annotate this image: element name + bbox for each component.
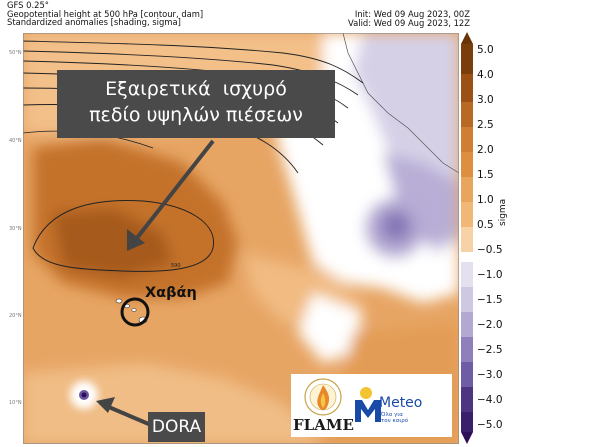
lat-label-10: 10°N xyxy=(9,400,22,406)
cbar-tick-1-5: 1.5 xyxy=(477,169,494,181)
flame-emblem-icon xyxy=(304,378,342,416)
lat-label-30: 30°N xyxy=(9,226,22,232)
cbar-tick-2-5: 2.5 xyxy=(477,119,494,131)
meteo-tagline-1: Όλα για xyxy=(381,412,403,418)
lat-label-50: 50°N xyxy=(9,50,22,56)
cbar-tick-2: 2.0 xyxy=(477,144,494,156)
header-model: GFS 0.25° xyxy=(7,0,49,10)
main-callout: Εξαιρετικά ισχυρό πεδίο υψηλών πιέσεων xyxy=(57,70,335,138)
main-arrow xyxy=(131,139,215,245)
colorbar xyxy=(461,32,473,444)
meteo-tagline: Όλα για τον καιρό xyxy=(381,412,408,424)
main-arrowhead xyxy=(127,229,145,251)
cbar-tick-3: 3.0 xyxy=(477,94,494,106)
colorbar-label: sigma xyxy=(498,198,508,226)
lat-label-40: 40°N xyxy=(9,138,22,144)
cbar-tick-neg-2-5: −2.5 xyxy=(477,344,503,356)
cbar-tick-1: 1.0 xyxy=(477,194,494,206)
cbar-tick-neg-4: −4.0 xyxy=(477,394,503,406)
hawaii-circle-marker xyxy=(120,297,150,327)
dora-arrow xyxy=(103,403,152,427)
meteo-logo-text: Meteo xyxy=(379,395,423,411)
map-header-left: GFS 0.25° Geopotential height at 500 hPa … xyxy=(7,1,203,27)
logo-panel: FLAME Meteo Όλα για τον καιρό xyxy=(291,374,452,437)
cbar-tick-neg-0-5: −0.5 xyxy=(477,244,503,256)
header-valid: Valid: Wed 09 Aug 2023, 12Z xyxy=(348,17,470,28)
cbar-tick-neg-1: −1.0 xyxy=(477,269,503,281)
meteo-tagline-2: τον καιρό xyxy=(381,418,409,424)
cbar-tick-4: 4.0 xyxy=(477,69,494,81)
header-contour-desc: Geopotential height at 500 hPa [contour,… xyxy=(7,8,204,19)
main-callout-line1: Εξαιρετικά ισχυρό xyxy=(105,78,287,100)
map-header-right: Init: Wed 09 Aug 2023, 00Z Valid: Wed 09 … xyxy=(348,10,470,27)
meteo-m-icon xyxy=(355,400,381,422)
cbar-tick-5: 5.0 xyxy=(477,44,494,56)
dora-arrowhead xyxy=(96,397,115,413)
cbar-tick-neg-3: −3.0 xyxy=(477,369,503,381)
header-shading-desc: Standardized anomalies [shading, sigma] xyxy=(7,17,181,28)
dora-callout: DORA xyxy=(148,412,205,442)
main-callout-line2: πεδίο υψηλών πιέσεων xyxy=(89,104,303,126)
storm-dora-eye xyxy=(81,392,87,398)
meteo-sun-icon xyxy=(360,387,372,399)
cbar-tick-0-5: 0.5 xyxy=(477,219,494,231)
flame-logo-text: FLAME xyxy=(293,416,354,434)
cbar-tick-neg-1-5: −1.5 xyxy=(477,294,503,306)
hawaii-label: Χαβάη xyxy=(145,285,197,301)
coastline xyxy=(342,33,459,174)
cbar-tick-neg-2: −2.0 xyxy=(477,319,503,331)
map-frame xyxy=(23,33,459,444)
header-init: Init: Wed 09 Aug 2023, 00Z xyxy=(354,9,470,19)
lat-label-20: 20°N xyxy=(9,313,22,319)
contour-label-590: 590 xyxy=(171,263,181,269)
cbar-tick-neg-5: −5.0 xyxy=(477,419,503,431)
